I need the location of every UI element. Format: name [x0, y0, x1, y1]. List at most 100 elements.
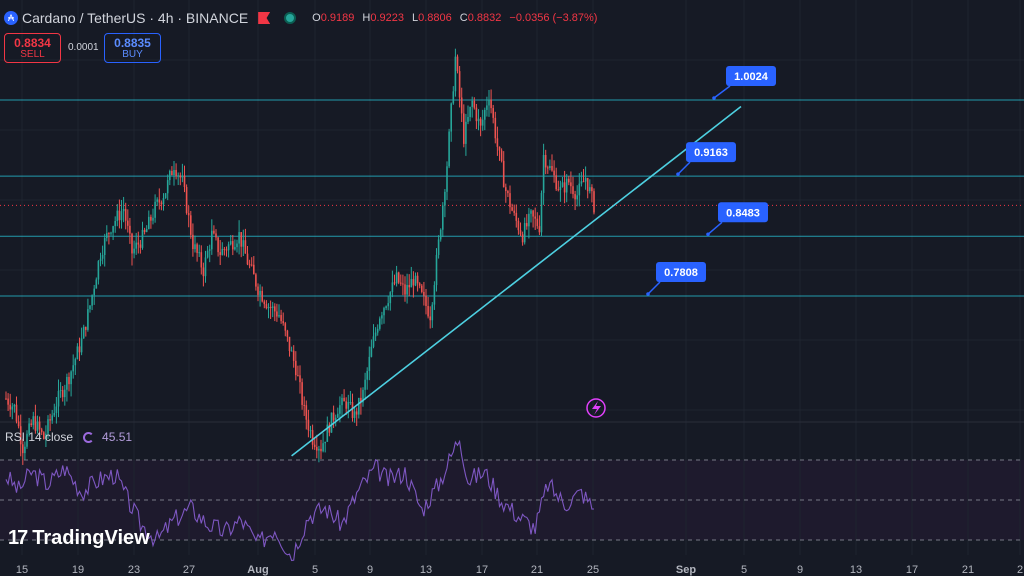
candle-body [192, 234, 194, 250]
candle-body [185, 187, 188, 214]
candle-body [91, 295, 93, 306]
candle-body [370, 346, 373, 357]
callout-anchor [646, 292, 650, 296]
candle-body [156, 199, 158, 202]
cardano-coin-icon[interactable]: ₳ [4, 11, 18, 25]
candle-body [208, 249, 211, 251]
rsi-legend[interactable]: RSI 14 close 45.51 [5, 430, 132, 444]
callout-pointer [713, 85, 731, 99]
candle-body [57, 390, 60, 407]
candle-body [563, 182, 566, 193]
candle-body [118, 210, 121, 221]
candle-body [582, 181, 585, 183]
flag-icon[interactable] [258, 12, 271, 24]
candle-body [217, 237, 219, 253]
candle-body [439, 229, 442, 240]
candle-body [47, 419, 49, 434]
market-status-icon[interactable] [284, 12, 297, 24]
candle-body [162, 198, 165, 205]
candle-body [454, 56, 457, 92]
candle-body [276, 311, 278, 317]
candle-body [343, 397, 345, 402]
candle-body [549, 165, 551, 169]
ohlc-low: L0.8806 [412, 12, 452, 24]
candle-body [141, 229, 144, 248]
candle-body [106, 233, 108, 239]
candle-body [250, 264, 253, 266]
tradingview-logo[interactable]: 17 TradingView [8, 527, 150, 550]
candle-body [45, 433, 47, 440]
candle-body [175, 169, 177, 176]
candle-body [290, 350, 293, 352]
candle-body [278, 315, 280, 317]
candle-body [570, 182, 572, 187]
candle-body [544, 154, 547, 168]
candle-body [61, 390, 64, 398]
candle-body [110, 232, 112, 234]
buy-button[interactable]: 0.8835 BUY [104, 33, 161, 63]
candle-body [85, 326, 87, 330]
candle-body [229, 241, 232, 245]
x-tick-label: Aug [247, 564, 268, 576]
candle-body [127, 220, 129, 226]
candle-body [427, 306, 429, 317]
candle-body [267, 306, 270, 309]
candle-body [93, 288, 95, 296]
candle-body [519, 230, 522, 235]
candle-body [198, 252, 200, 254]
candle-body [284, 323, 287, 331]
candle-body [160, 202, 163, 205]
candle-body [11, 406, 14, 410]
candle-body [248, 264, 251, 266]
candle-body [393, 282, 396, 284]
candle-body [538, 226, 541, 233]
sell-button[interactable]: 0.8834 SELL [4, 33, 61, 63]
candle-body [349, 402, 352, 404]
candle-body [112, 226, 114, 233]
candle-body [133, 248, 135, 254]
rsi-value: 45.51 [102, 430, 133, 444]
candle-body [339, 405, 341, 414]
candle-body [187, 213, 190, 216]
candle-body [358, 397, 360, 415]
candle-body [429, 316, 431, 321]
candle-body [225, 249, 228, 251]
candle-body [183, 175, 186, 188]
candle-body [200, 252, 203, 268]
replay-lightning-icon [586, 398, 606, 418]
candle-body [221, 248, 224, 255]
candle-body [135, 242, 137, 249]
candle-body [414, 275, 417, 286]
callout-pointer [677, 161, 691, 175]
candle-body [177, 175, 179, 177]
ohlc-close: C0.8832 [459, 12, 502, 24]
candle-body [402, 283, 404, 285]
symbol-title[interactable]: Cardano / TetherUS · 4h · BINANCE [22, 10, 249, 26]
ohlc-open: O0.9189 [312, 12, 355, 24]
level-callout-label: 0.8483 [726, 207, 760, 219]
callout-anchor [676, 172, 680, 176]
candle-body [150, 216, 152, 221]
candle-body [452, 91, 455, 104]
candle-body [412, 279, 415, 286]
candle-body [334, 417, 337, 421]
candle-body [143, 229, 146, 232]
level-callout-label: 1.0024 [734, 71, 769, 83]
candle-body [24, 446, 26, 454]
candle-body [137, 242, 140, 245]
candle-body [202, 267, 205, 277]
candle-body [408, 284, 410, 288]
candle-body [196, 244, 198, 253]
candle-body [55, 406, 58, 413]
level-callout-label: 0.9163 [694, 147, 728, 159]
rsi-label: RSI 14 close [5, 430, 74, 444]
candle-body [467, 116, 469, 122]
candle-body [555, 175, 557, 190]
candle-body [475, 107, 478, 122]
candle-body [166, 180, 169, 194]
buy-price: 0.8835 [114, 36, 151, 50]
candle-body [181, 175, 184, 178]
candle-body [477, 118, 480, 122]
candle-body [381, 315, 383, 319]
